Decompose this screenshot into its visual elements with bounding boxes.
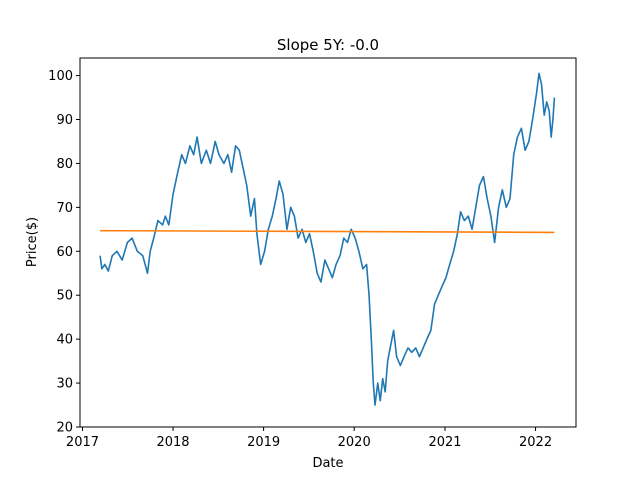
x-tick-label: 2020 xyxy=(338,435,371,450)
x-axis: 2017 2018 2019 2020 2021 2022 xyxy=(66,427,552,450)
chart-title: Slope 5Y: -0.0 xyxy=(277,36,379,54)
trend-line xyxy=(100,229,555,234)
y-axis: 20 30 40 50 60 70 80 90 100 xyxy=(48,69,80,436)
y-tick-label: 80 xyxy=(56,157,73,172)
x-axis-label: Date xyxy=(312,456,343,471)
x-tick-label: 2021 xyxy=(428,435,461,450)
x-tick-label: 2018 xyxy=(156,435,189,450)
y-tick-label: 90 xyxy=(56,113,73,128)
y-tick-label: 40 xyxy=(56,333,73,348)
x-tick-label: 2022 xyxy=(519,435,552,450)
axes xyxy=(79,57,577,428)
y-tick-label: 60 xyxy=(56,245,73,260)
y-tick-label: 20 xyxy=(56,421,73,436)
y-tick-label: 30 xyxy=(56,377,73,392)
x-tick-label: 2019 xyxy=(247,435,280,450)
y-axis-label: Price($) xyxy=(25,217,40,267)
price-series-line xyxy=(99,72,556,406)
y-tick-label: 50 xyxy=(56,289,73,304)
y-tick-label: 70 xyxy=(56,201,73,216)
axes-frame xyxy=(79,57,577,428)
y-tick-label: 100 xyxy=(48,69,73,84)
plot-area xyxy=(99,72,556,406)
x-tick-label: 2017 xyxy=(66,435,99,450)
